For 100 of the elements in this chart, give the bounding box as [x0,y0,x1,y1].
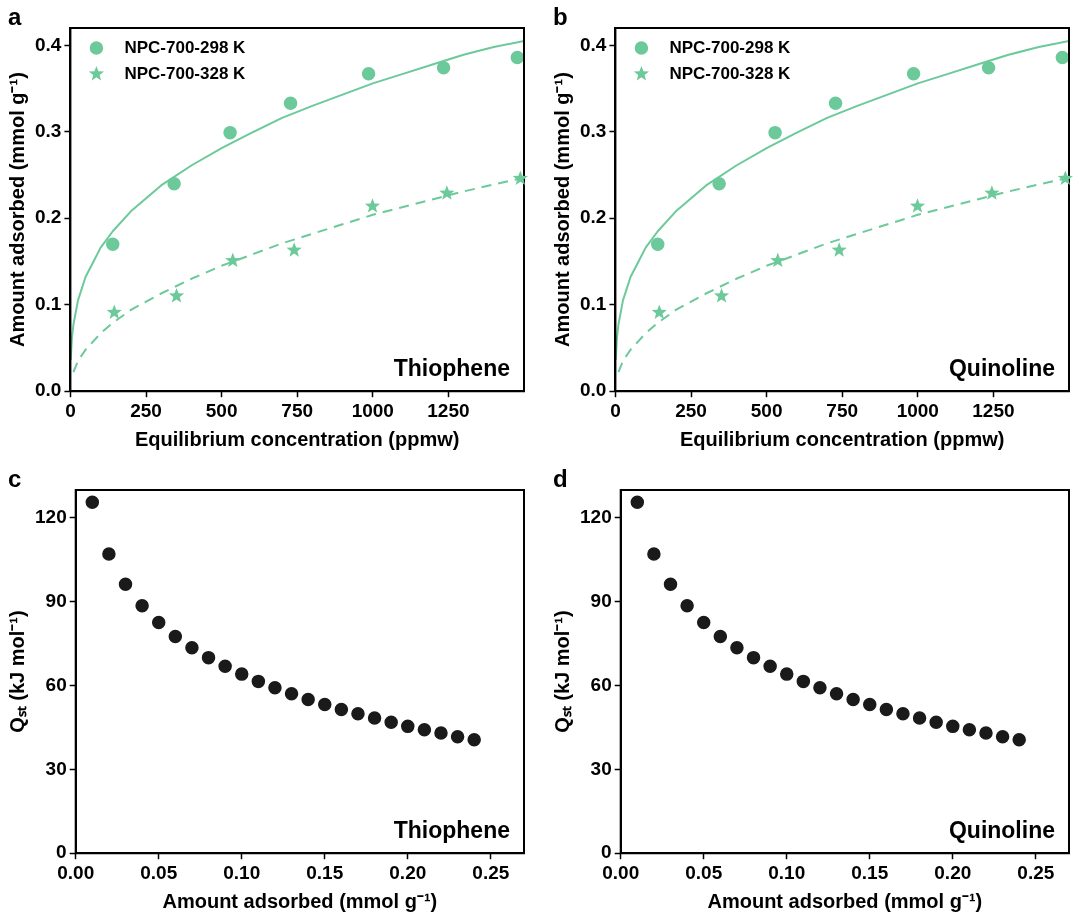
point [467,733,481,747]
x-tick-label: 0.15 [306,861,344,883]
x-axis-title: Amount adsorbed (mmol g⁻¹) [162,889,438,912]
x-tick-label: 500 [750,399,783,421]
y-tick-label: 0.1 [579,292,607,314]
point [118,577,133,591]
x-tick-label: 1250 [427,399,470,421]
point [102,547,116,561]
point [439,185,455,200]
x-tick-label: 0.05 [140,861,178,883]
point [364,198,381,213]
point [135,598,149,613]
point [770,252,786,268]
legend-label: NPC-700-298 K [669,37,792,57]
point [106,304,122,319]
x-tick-label: 0.20 [934,861,972,883]
x-tick-label: 1250 [972,399,1015,421]
y-axis-title: Qₛₜ (kJ mol⁻¹) [550,610,573,733]
x-axis-title: Equilibrium concentration (ppmw) [679,427,1005,450]
point [763,659,777,674]
point [283,96,298,110]
point [995,729,1010,744]
point [912,711,927,725]
point [218,659,232,674]
point [796,674,811,689]
x-axis-title: Amount adsorbed (mmol g⁻¹) [707,889,983,912]
point [909,198,926,213]
x-tick-label: 0.00 [57,861,95,883]
x-tick-label: 250 [130,399,162,421]
y-axis-title: Amount adsorbed (mmol g⁻¹) [550,72,573,347]
point [1012,733,1026,747]
point [1055,50,1069,65]
point [829,686,844,701]
y-axis-title: Amount adsorbed (mmol g⁻¹) [5,72,28,347]
y-tick-label: 0 [601,841,612,863]
point [929,715,943,729]
text: b [553,2,568,30]
y-tick-label: 0.4 [579,33,607,55]
y-tick-label: 0.4 [34,33,62,55]
point [906,67,921,81]
annotation: Quinoline [948,817,1055,844]
x-tick-label: 0.25 [1017,861,1055,883]
point [879,702,894,717]
y-tick-label: 0.2 [579,206,607,228]
point [268,681,282,695]
point [225,252,241,268]
y-tick-label: 0 [56,841,67,863]
point [1057,170,1073,185]
point [813,681,827,695]
y-tick-label: 30 [45,757,67,779]
x-tick-label: 750 [281,399,314,421]
point [284,686,299,701]
x-tick-label: 750 [826,399,859,421]
y-tick-label: 60 [590,673,612,695]
y-tick-label: 30 [590,757,612,779]
point [185,641,199,655]
point [151,615,166,630]
point [384,715,398,729]
point [286,242,302,257]
point [168,288,185,303]
text: c [8,464,22,492]
point [979,726,993,740]
point [962,722,977,737]
point [846,692,860,707]
point [417,722,432,737]
x-tick-label: 0.15 [851,861,889,883]
point [510,50,524,65]
y-tick-label: 90 [590,589,612,611]
point [234,667,249,681]
point [768,125,782,140]
point [713,288,730,303]
point [85,495,100,510]
point [630,495,645,510]
point [984,185,1000,200]
y-tick-label: 120 [35,506,67,528]
legend-label: NPC-700-298 K [124,37,247,57]
legend-label: NPC-700-328 K [124,63,247,83]
point [334,702,349,717]
point [450,729,465,744]
point [361,67,376,81]
text: d [553,464,568,492]
point [896,707,910,721]
x-tick-label: 0.10 [223,861,261,883]
y-tick-label: 0.2 [34,206,62,228]
point [863,697,877,712]
y-tick-label: 0.3 [34,120,62,142]
y-tick-label: 0.1 [34,292,62,314]
x-tick-label: 500 [205,399,238,421]
point [367,711,382,725]
point [434,726,448,740]
point [663,577,678,591]
x-tick-label: 250 [675,399,707,421]
point [651,304,667,319]
y-tick-label: 0.3 [579,120,607,142]
point [106,237,120,251]
point [351,707,365,721]
annotation: Quinoline [948,355,1055,382]
point [647,547,661,561]
x-tick-label: 0.00 [602,861,640,883]
point [981,61,996,75]
